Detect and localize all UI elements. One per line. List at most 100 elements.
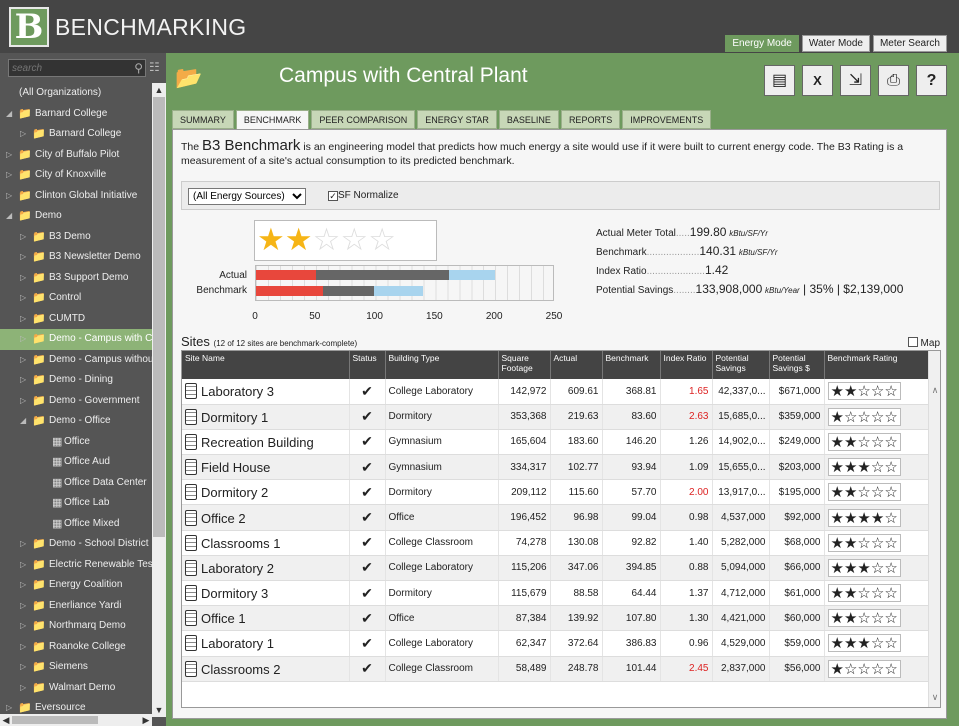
site-name-cell[interactable]: Classrooms 1 bbox=[182, 530, 350, 556]
column-header[interactable]: Square Footage bbox=[498, 351, 551, 379]
column-header[interactable]: Potential Savings bbox=[712, 351, 770, 379]
tree-item[interactable]: ▷ 📁 Barnard College bbox=[0, 124, 152, 145]
tree-item[interactable]: ▷ 📁 Northmarq Demo bbox=[0, 616, 152, 637]
caret-right-icon[interactable]: ▷ bbox=[20, 252, 27, 261]
tree-item[interactable]: ▷ 📁 B3 Demo bbox=[0, 227, 152, 248]
table-row[interactable]: Office 1 ✔ Office 87,384 139.92 107.80 1.30 4,4… bbox=[182, 605, 930, 632]
caret-right-icon[interactable]: ▷ bbox=[20, 662, 27, 671]
caret-right-icon[interactable]: ▷ bbox=[6, 703, 13, 712]
table-row[interactable]: Dormitory 2 ✔ Dormitory 209,112 115.60 57.70 2… bbox=[182, 479, 930, 506]
site-name-cell[interactable]: Recreation Building bbox=[182, 429, 350, 456]
scroll-thumb[interactable] bbox=[153, 97, 165, 537]
caret-right-icon[interactable]: ▷ bbox=[20, 559, 27, 569]
site-name-cell[interactable]: Dormitory 2 bbox=[182, 479, 350, 506]
tree-item[interactable]: (All Organizations) bbox=[0, 83, 152, 104]
site-name-cell[interactable]: Laboratory 1 bbox=[182, 630, 350, 657]
tab-peer-comparison[interactable]: PEER COMPARISON bbox=[311, 110, 416, 129]
column-header[interactable]: Site Name bbox=[182, 351, 350, 379]
site-name-cell[interactable]: Classrooms 2 bbox=[182, 656, 350, 682]
export-icon[interactable]: ⇲ bbox=[840, 65, 871, 96]
table-row[interactable]: Laboratory 3 ✔ College Laboratory 142,972 60… bbox=[182, 379, 930, 405]
table-row[interactable]: Classrooms 2 ✔ College Classroom 58,489 248.… bbox=[182, 656, 930, 682]
mode-water-mode[interactable]: Water Mode bbox=[801, 35, 870, 52]
tree-item[interactable]: ▷ 📁 City of Knoxville bbox=[0, 165, 152, 186]
site-name[interactable]: Laboratory 3 bbox=[201, 384, 274, 400]
site-name[interactable]: Office 2 bbox=[201, 510, 246, 526]
column-header[interactable]: Building Type bbox=[385, 351, 499, 379]
tree-item[interactable]: ▷ 📁 CUMTD bbox=[0, 309, 152, 330]
tree-item[interactable]: ◢ 📁 Demo - Office bbox=[0, 411, 152, 432]
caret-right-icon[interactable]: ▷ bbox=[6, 170, 13, 179]
site-name[interactable]: Classrooms 2 bbox=[201, 661, 281, 677]
tab-benchmark[interactable]: BENCHMARK bbox=[235, 110, 310, 130]
table-scroll-up-icon[interactable]: ∧ bbox=[931, 385, 939, 395]
caret-right-icon[interactable]: ▷ bbox=[20, 580, 27, 589]
tree-item[interactable]: ▦ Office Mixed bbox=[0, 514, 152, 535]
column-header[interactable]: Potential Savings $ bbox=[769, 351, 825, 379]
tree-item[interactable]: ▷ 📁Demo - Campus with Cen bbox=[0, 329, 152, 350]
site-name[interactable]: Field House bbox=[201, 460, 271, 476]
caret-right-icon[interactable]: ▷ bbox=[20, 539, 27, 548]
caret-right-icon[interactable]: ▷ bbox=[20, 293, 27, 302]
sidebar-scrollbar[interactable]: ▲ ▼ bbox=[152, 83, 166, 717]
print-icon[interactable]: ⎙ bbox=[878, 65, 909, 96]
table-row[interactable]: Dormitory 1 ✔ Dormitory 353,368 219.63 83.60 2… bbox=[182, 404, 930, 430]
tree-item[interactable]: ▷ 📁 Roanoke College bbox=[0, 637, 152, 658]
site-name[interactable]: Classrooms 1 bbox=[201, 535, 281, 551]
table-row[interactable]: Laboratory 2 ✔ College Laboratory 115,206 34… bbox=[182, 555, 930, 582]
tree-item[interactable]: ▷ 📁 Eversource bbox=[0, 698, 152, 713]
caret-right-icon[interactable]: ▷ bbox=[20, 641, 27, 651]
sidebar-hscrollbar[interactable]: ◀ ▶ bbox=[0, 714, 152, 726]
site-name-cell[interactable]: Office 2 bbox=[182, 504, 350, 531]
tree-item[interactable]: ▦ Office Data Center bbox=[0, 473, 152, 494]
tree-item[interactable]: ▦ Office Lab bbox=[0, 493, 152, 514]
column-header[interactable]: Benchmark bbox=[602, 351, 661, 379]
tree-item[interactable]: ▷ 📁 B3 Newsletter Demo bbox=[0, 247, 152, 268]
caret-right-icon[interactable]: ▷ bbox=[20, 621, 27, 630]
site-name-cell[interactable]: Field House bbox=[182, 454, 350, 481]
caret-down-icon[interactable]: ◢ bbox=[6, 211, 13, 220]
tab-summary[interactable]: SUMMARY bbox=[172, 110, 234, 129]
tree-item[interactable]: ▷ 📁 Demo - School District bbox=[0, 534, 152, 555]
org-tree-icon[interactable]: ☷ bbox=[149, 60, 160, 74]
site-name-cell[interactable]: Laboratory 2 bbox=[182, 555, 350, 582]
caret-right-icon[interactable]: ▷ bbox=[20, 682, 27, 692]
table-scroll-down-icon[interactable]: ∨ bbox=[931, 692, 939, 702]
caret-right-icon[interactable]: ▷ bbox=[20, 313, 27, 323]
site-name[interactable]: Laboratory 1 bbox=[201, 636, 274, 652]
caret-right-icon[interactable]: ▷ bbox=[6, 190, 13, 200]
site-name-cell[interactable]: Laboratory 3 bbox=[182, 379, 350, 405]
tab-improvements[interactable]: IMPROVEMENTS bbox=[622, 110, 712, 129]
site-name-cell[interactable]: Dormitory 3 bbox=[182, 580, 350, 607]
site-name[interactable]: Office 1 bbox=[201, 611, 246, 627]
site-name[interactable]: Laboratory 2 bbox=[201, 560, 274, 576]
table-row[interactable]: Dormitory 3 ✔ Dormitory 115,679 88.58 64.44 1.… bbox=[182, 580, 930, 607]
table-row[interactable]: Recreation Building ✔ Gymnasium 165,604 183.… bbox=[182, 429, 930, 456]
tree-item[interactable]: ▷ 📁 Enerliance Yardi bbox=[0, 596, 152, 617]
tree-item[interactable]: ▷ 📁 Walmart Demo bbox=[0, 678, 152, 699]
search-input[interactable] bbox=[9, 60, 127, 76]
caret-right-icon[interactable]: ▷ bbox=[20, 600, 27, 610]
tree-item[interactable]: ▷ 📁 City of Buffalo Pilot bbox=[0, 145, 152, 166]
caret-right-icon[interactable]: ▷ bbox=[20, 334, 27, 343]
tree-item[interactable]: ◢ 📁 Barnard College bbox=[0, 104, 152, 125]
tree-item[interactable]: ▷ 📁 Siemens bbox=[0, 657, 152, 678]
tree-item[interactable]: ▦ Office bbox=[0, 432, 152, 453]
energy-source-select[interactable]: (All Energy Sources) bbox=[188, 188, 306, 205]
scroll-up-icon[interactable]: ▲ bbox=[154, 85, 164, 95]
caret-right-icon[interactable]: ▷ bbox=[20, 231, 27, 241]
tree-item[interactable]: ▷ 📁 Energy Coalition bbox=[0, 575, 152, 596]
map-checkbox[interactable]: Map bbox=[907, 337, 940, 349]
tree-item[interactable]: ▷ 📁 Clinton Global Initiative bbox=[0, 186, 152, 207]
excel-icon[interactable]: X bbox=[802, 65, 833, 96]
scroll-left-icon[interactable]: ◀ bbox=[2, 715, 10, 725]
site-name-cell[interactable]: Office 1 bbox=[182, 605, 350, 632]
help-icon[interactable]: ? bbox=[916, 65, 947, 96]
table-row[interactable]: Laboratory 1 ✔ College Laboratory 62,347 372… bbox=[182, 630, 930, 657]
caret-right-icon[interactable]: ▷ bbox=[6, 149, 13, 159]
tree-item[interactable]: ◢ 📁 Demo bbox=[0, 206, 152, 227]
hscroll-thumb[interactable] bbox=[12, 716, 98, 724]
caret-down-icon[interactable]: ◢ bbox=[20, 416, 27, 425]
site-name-cell[interactable]: Dormitory 1 bbox=[182, 404, 350, 430]
caret-down-icon[interactable]: ◢ bbox=[6, 108, 13, 118]
